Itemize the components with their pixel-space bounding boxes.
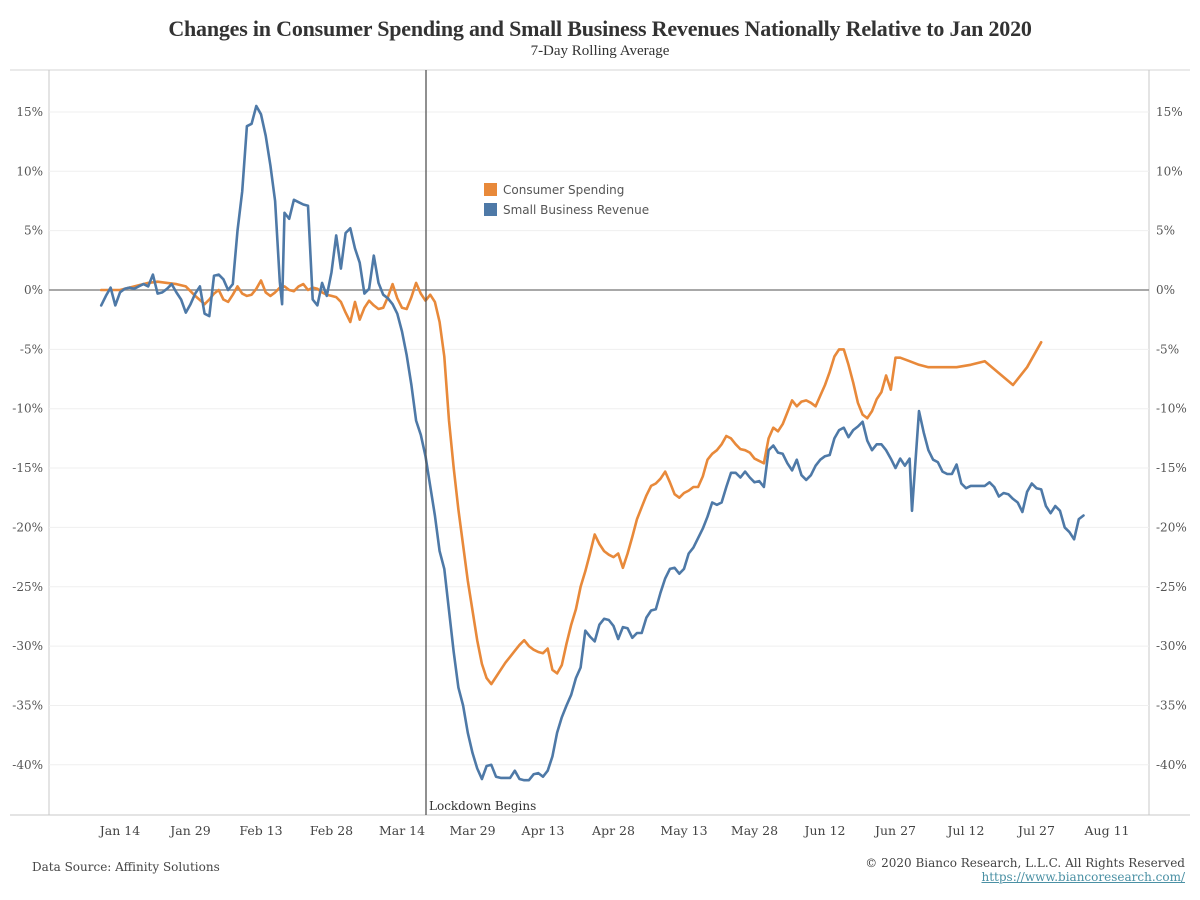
x-tick-label: Jan 29 bbox=[168, 823, 210, 838]
y-tick-label-right: -20% bbox=[1156, 520, 1187, 534]
y-tick-label-left: 0% bbox=[24, 283, 43, 297]
x-tick-label: Aug 11 bbox=[1084, 823, 1130, 838]
lockdown-label: Lockdown Begins bbox=[429, 799, 536, 813]
y-axis-right: 15% 10% 5% 0% -5% -10% -15% -20% -25% -30% -35% -40… bbox=[1156, 105, 1187, 772]
y-tick-label-left: -30% bbox=[12, 639, 43, 653]
y-tick-label-right: -5% bbox=[1156, 342, 1179, 356]
chart-subtitle: 7-Day Rolling Average bbox=[530, 43, 670, 59]
y-tick-label-left: -40% bbox=[12, 758, 43, 772]
y-tick-label-left: -5% bbox=[20, 342, 43, 356]
x-tick-label: Feb 28 bbox=[310, 823, 353, 838]
copyright-block: © 2020 Bianco Research, L.L.C. All Right… bbox=[865, 856, 1185, 884]
data-source-note: Data Source: Affinity Solutions bbox=[32, 860, 220, 874]
y-tick-label-right: 5% bbox=[1156, 224, 1175, 238]
x-tick-label: Mar 14 bbox=[379, 823, 425, 838]
x-tick-label: Apr 28 bbox=[591, 823, 635, 838]
legend-swatch bbox=[484, 203, 497, 216]
x-tick-label: Jul 12 bbox=[946, 823, 985, 838]
y-tick-label-right: -15% bbox=[1156, 461, 1187, 475]
x-tick-label: Jun 12 bbox=[803, 823, 846, 838]
y-tick-label-right: -40% bbox=[1156, 758, 1187, 772]
y-axis-left: 15% 10% 5% 0% -5% -10% -15% -20% -25% -30% -35% -40… bbox=[12, 105, 43, 772]
y-tick-label-left: -25% bbox=[12, 580, 43, 594]
y-tick-label-right: 10% bbox=[1156, 164, 1183, 178]
website-link[interactable]: https://www.biancoresearch.com/ bbox=[981, 870, 1185, 884]
annotations: Lockdown Begins bbox=[425, 70, 536, 815]
legend-label: Consumer Spending bbox=[503, 183, 624, 197]
legend-swatch bbox=[484, 183, 497, 196]
y-tick-label-left: -10% bbox=[12, 402, 43, 416]
y-tick-label-left: 15% bbox=[16, 105, 43, 119]
y-tick-label-right: 15% bbox=[1156, 105, 1183, 119]
y-tick-label-right: -35% bbox=[1156, 698, 1187, 712]
series-lines bbox=[99, 104, 1085, 782]
y-tick-label-right: -30% bbox=[1156, 639, 1187, 653]
x-tick-label: Jan 14 bbox=[98, 823, 140, 838]
copyright-text: © 2020 Bianco Research, L.L.C. All Right… bbox=[865, 856, 1185, 870]
y-tick-label-left: -35% bbox=[12, 698, 43, 712]
x-tick-label: Apr 13 bbox=[521, 823, 565, 838]
small-business-revenue-line bbox=[99, 104, 1085, 782]
y-tick-label-left: 5% bbox=[24, 224, 43, 238]
x-tick-label: Mar 29 bbox=[449, 823, 495, 838]
y-tick-label-left: -20% bbox=[12, 520, 43, 534]
legend: Consumer Spending Small Business Revenue bbox=[484, 183, 649, 217]
y-tick-label-left: 10% bbox=[16, 164, 43, 178]
consumer-spending-line bbox=[99, 279, 1043, 686]
x-tick-label: Jun 27 bbox=[873, 823, 916, 838]
y-tick-label-right: -25% bbox=[1156, 580, 1187, 594]
y-tick-label-right: 0% bbox=[1156, 283, 1175, 297]
y-tick-label-left: -15% bbox=[12, 461, 43, 475]
x-axis: Jan 14 Jan 29 Feb 13 Feb 28 Mar 14 Mar 29 Apr … bbox=[98, 823, 1130, 838]
gridlines bbox=[49, 111, 1149, 766]
y-tick-label-right: -10% bbox=[1156, 402, 1187, 416]
chart-title: Changes in Consumer Spending and Small B… bbox=[168, 16, 1032, 41]
x-tick-label: Jul 27 bbox=[1016, 823, 1055, 838]
x-tick-label: May 13 bbox=[660, 823, 707, 838]
legend-label: Small Business Revenue bbox=[503, 203, 649, 217]
chart-frame bbox=[10, 69, 1190, 816]
x-tick-label: May 28 bbox=[731, 823, 778, 838]
x-tick-label: Feb 13 bbox=[239, 823, 282, 838]
